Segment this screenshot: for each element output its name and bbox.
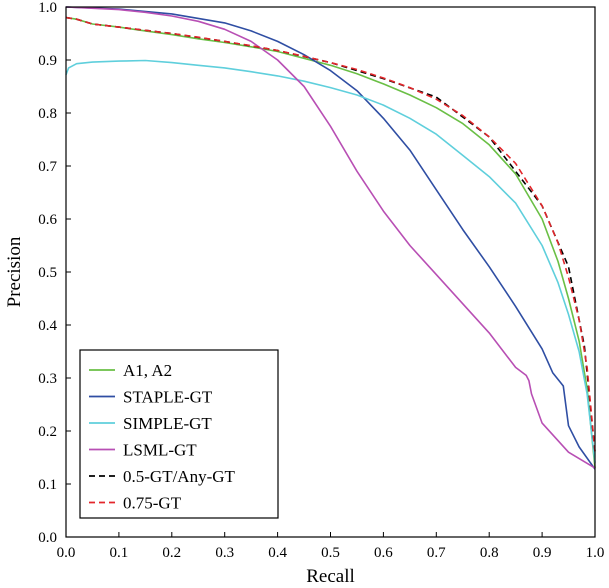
x-tick-label: 0.4	[268, 545, 287, 561]
x-axis-ticks: 0.0 0.1 0.2 0.3 0.4 0.5 0.6 0.7 0.8 0.9 1.0	[57, 532, 605, 561]
series-line-5	[65, 16, 596, 453]
legend-label-1: STAPLE-GT	[123, 388, 213, 407]
x-tick-label: 0.8	[480, 545, 499, 561]
legend: A1, A2 STAPLE-GT SIMPLE-GT LSML-GT 0.5-GT/An…	[79, 349, 279, 519]
x-tick-label: 0.2	[162, 545, 181, 561]
y-tick-label: 0.2	[38, 424, 57, 440]
legend-label-5: 0.75-GT	[123, 494, 182, 513]
y-tick-label: 0.4	[38, 318, 57, 334]
series-line-3	[65, 6, 596, 469]
y-axis-title: Precision	[4, 236, 25, 307]
x-tick-label: 0.1	[110, 545, 129, 561]
x-axis-title: Recall	[306, 566, 355, 587]
x-tick-label: 0.5	[321, 545, 340, 561]
plot-lines	[65, 6, 596, 470]
y-tick-label: 1.0	[38, 0, 57, 16]
y-tick-label: 0.0	[38, 530, 57, 546]
y-tick-label: 0.8	[38, 106, 57, 122]
y-tick-label: 0.3	[38, 371, 57, 387]
y-tick-label: 0.5	[38, 265, 57, 281]
x-tick-label: 1.0	[586, 545, 605, 561]
x-tick-label: 0.6	[374, 545, 393, 561]
x-tick-label: 0.7	[427, 545, 446, 561]
x-tick-label: 0.9	[533, 545, 552, 561]
legend-label-4: 0.5-GT/Any-GT	[123, 467, 236, 486]
legend-entries: A1, A2 STAPLE-GT SIMPLE-GT LSML-GT 0.5-GT/An…	[89, 361, 236, 513]
y-axis-ticks: 0.0 0.1 0.2 0.3 0.4 0.5 0.6 0.7 0.8 0.9 1.0	[38, 0, 71, 546]
x-tick-label: 0.0	[57, 545, 76, 561]
x-tick-label: 0.3	[215, 545, 234, 561]
y-tick-label: 0.7	[38, 159, 57, 175]
legend-label-2: SIMPLE-GT	[123, 414, 212, 433]
y-tick-label: 0.9	[38, 53, 57, 69]
series-line-1	[65, 6, 596, 470]
legend-box	[79, 349, 279, 519]
series-line-2	[65, 59, 596, 463]
y-tick-label: 0.1	[38, 477, 57, 493]
legend-label-3: LSML-GT	[123, 441, 197, 460]
legend-label-0: A1, A2	[123, 361, 172, 380]
y-tick-label: 0.6	[38, 212, 57, 228]
